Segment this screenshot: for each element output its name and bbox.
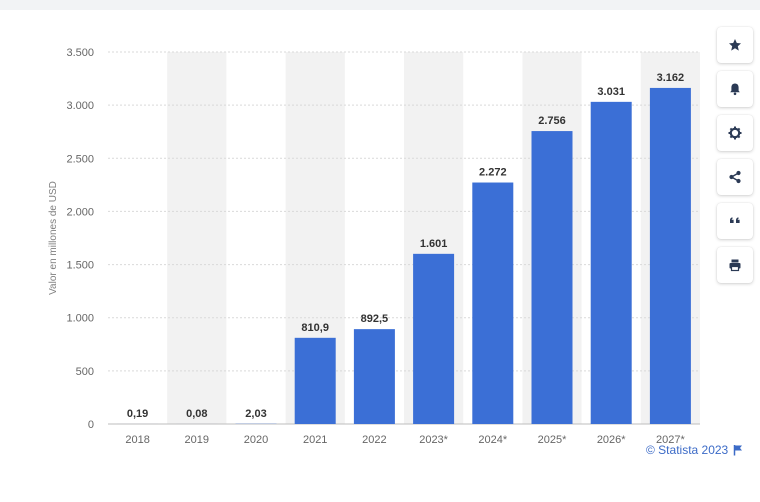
data-label: 0,08 (186, 408, 207, 420)
data-label: 2.272 (479, 167, 507, 179)
data-label: 1.601 (420, 238, 448, 250)
y-tick-label: 3.500 (66, 47, 94, 59)
bar[interactable] (413, 253, 455, 424)
data-labels: 0,19 0,08 2,03 810,9 892,5 1.601 2.272 2.756 3.0… (127, 72, 684, 420)
y-tick-label: 2.500 (66, 153, 94, 165)
share-button[interactable] (717, 159, 753, 195)
quote-icon (730, 217, 740, 223)
cite-button[interactable] (717, 203, 753, 239)
x-tick-label: 2023* (419, 434, 448, 446)
y-axis-title: Valor en millones de USD (48, 181, 59, 295)
data-label: 892,5 (361, 313, 389, 325)
data-label: 2.756 (538, 115, 566, 127)
y-tick-label: 3.000 (66, 100, 94, 112)
flag-icon (733, 445, 743, 456)
bars (117, 87, 691, 425)
x-axis-ticks: 2018 2019 2020 2021 2022 2023* 2024* 2025* 2026*… (125, 434, 685, 446)
data-label: 2,03 (245, 408, 266, 420)
y-axis-ticks: 0 500 1.000 1.500 2.000 2.500 3.000 3.500 (66, 47, 94, 431)
x-tick-label: 2024* (478, 434, 507, 446)
y-tick-label: 0 (88, 419, 94, 431)
settings-button[interactable] (717, 115, 753, 151)
x-tick-label: 2022 (362, 434, 386, 446)
gear-icon (728, 126, 742, 140)
statista-credit-link[interactable]: © Statista 2023 (646, 443, 743, 457)
x-tick-label: 2021 (303, 434, 327, 446)
bell-icon (730, 83, 740, 96)
y-tick-label: 2.000 (66, 206, 94, 218)
favorite-button[interactable] (717, 27, 753, 63)
data-label: 810,9 (301, 322, 329, 334)
chart-toolbar (717, 27, 753, 291)
print-button[interactable] (717, 247, 753, 283)
x-tick-label: 2027* (656, 434, 685, 446)
bar[interactable] (353, 329, 395, 424)
bar[interactable] (531, 131, 573, 424)
bar[interactable] (590, 101, 632, 425)
top-strip (0, 0, 760, 10)
data-label: 3.162 (657, 72, 685, 84)
x-tick-label: 2020 (244, 434, 268, 446)
bar[interactable] (649, 87, 691, 425)
bar[interactable] (294, 337, 336, 424)
star-icon (729, 39, 741, 51)
x-tick-label: 2019 (185, 434, 209, 446)
share-icon (729, 170, 741, 184)
print-icon (729, 259, 741, 272)
background-band (167, 52, 227, 424)
data-label: 3.031 (597, 86, 625, 98)
y-tick-label: 1.000 (66, 313, 94, 325)
x-tick-label: 2018 (125, 434, 149, 446)
credit-text: © Statista 2023 (646, 443, 729, 457)
x-tick-label: 2025* (538, 434, 567, 446)
notification-button[interactable] (717, 71, 753, 107)
data-label: 0,19 (127, 408, 148, 420)
y-tick-label: 500 (76, 366, 94, 378)
bar[interactable] (472, 182, 514, 424)
x-tick-label: 2026* (597, 434, 626, 446)
y-tick-label: 1.500 (66, 260, 94, 272)
